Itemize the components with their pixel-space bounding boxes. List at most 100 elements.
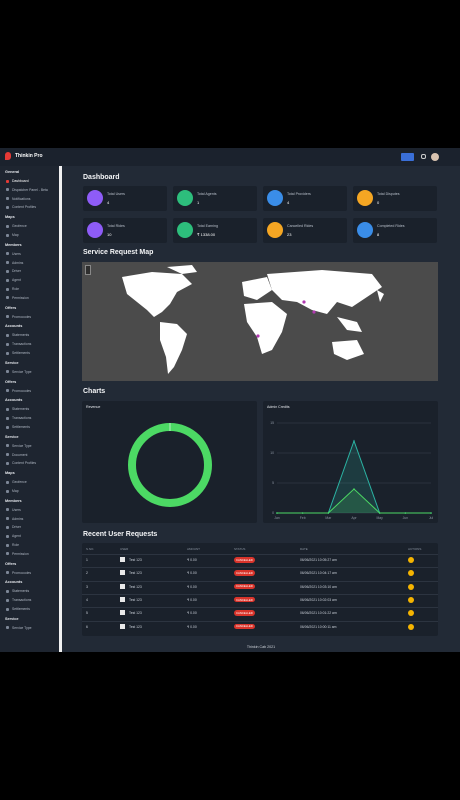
map-marker[interactable]	[312, 310, 316, 314]
sidebar-item[interactable]: Permission	[12, 295, 29, 300]
table-cell: Test 123	[129, 597, 142, 602]
sidebar-icon	[6, 287, 9, 291]
sidebar-item[interactable]: Promocodes	[12, 314, 32, 319]
action-button[interactable]	[408, 596, 414, 603]
action-button[interactable]	[408, 557, 414, 563]
sidebar-item[interactable]: Map	[12, 233, 19, 237]
donut-segment	[128, 423, 212, 507]
avatar[interactable]	[431, 153, 439, 161]
sidebar-item[interactable]: Statements	[12, 589, 30, 594]
sidebar-icon	[6, 416, 9, 420]
sidebar-item[interactable]: Permission	[12, 551, 29, 556]
sidebar-item[interactable]: Role	[12, 543, 19, 547]
sidebar-icon	[6, 333, 9, 337]
map-marker[interactable]	[302, 300, 306, 304]
y-tick-label: 5	[272, 481, 274, 485]
sidebar-icon	[6, 444, 9, 448]
stat-card: Total Agents 1	[173, 186, 257, 211]
sidebar-icon	[6, 261, 9, 265]
sidebar-group: Service	[5, 434, 19, 439]
sidebar-item[interactable]: Statements	[12, 407, 30, 412]
sidebar-item[interactable]: Service Type	[12, 625, 32, 630]
stat-value: 8	[377, 232, 380, 237]
stat-icon	[87, 222, 103, 238]
sidebar-item[interactable]: Promocodes	[12, 388, 32, 393]
sidebar-item[interactable]: Settlements	[12, 351, 30, 355]
map	[82, 262, 438, 381]
table-cell: Test 123	[129, 611, 142, 616]
sidebar-item[interactable]: Content Profiles	[12, 461, 37, 466]
sidebar-item[interactable]: Agent	[12, 278, 21, 283]
x-tick-label: Jul	[429, 516, 434, 520]
action-button[interactable]	[408, 623, 414, 630]
sidebar-item[interactable]: Settlements	[12, 425, 30, 429]
sidebar-item[interactable]: Admins	[12, 260, 24, 265]
stat-label: Total Agents	[197, 192, 217, 196]
sidebar-item[interactable]: Transactions	[12, 342, 32, 347]
area	[277, 489, 431, 513]
brand: Thinkin Pro	[15, 153, 43, 159]
sidebar-item[interactable]: Transactions	[12, 416, 32, 421]
stat-value: 23	[287, 232, 292, 237]
section-title: Dashboard	[83, 174, 120, 181]
user-avatar	[120, 583, 125, 589]
table-cell: 06/06/2021 10:00:11 am	[300, 624, 337, 629]
sidebar-item[interactable]: Statements	[12, 333, 30, 338]
point	[404, 512, 407, 514]
table-cell: ₹ 0.00	[187, 624, 197, 629]
sidebar-icon	[6, 598, 9, 602]
status-badge: CANCELLED	[234, 583, 255, 590]
sidebar-item[interactable]: Dashboard	[12, 179, 29, 183]
sidebar-item[interactable]: Users	[12, 507, 21, 512]
table-cell: Test 123	[129, 624, 142, 629]
table-header: DATE	[300, 547, 308, 551]
sidebar-item[interactable]: Service Type	[12, 443, 32, 448]
sidebar-item[interactable]: Service Type	[12, 369, 32, 374]
stat-icon	[177, 190, 193, 206]
sidebar-item[interactable]: Notifications	[12, 196, 31, 201]
sidebar-group: Maps	[5, 471, 15, 476]
sidebar-group: Maps	[5, 215, 15, 220]
sidebar-icon	[6, 407, 9, 411]
stat-icon	[87, 190, 103, 206]
stat-card: Total Users 4	[83, 186, 167, 211]
sidebar-item[interactable]: Agent	[12, 534, 21, 539]
table-cell: 6	[86, 624, 88, 629]
sidebar-item[interactable]: Role	[12, 287, 19, 291]
action-button[interactable]	[401, 153, 414, 161]
logo	[5, 152, 11, 160]
sidebar-item[interactable]: Geofence	[12, 480, 27, 485]
row-divider	[82, 620, 438, 621]
zoom-control[interactable]	[85, 265, 91, 275]
sidebar-item[interactable]: Content Profiles	[12, 205, 37, 210]
map-marker[interactable]	[256, 334, 260, 338]
table-cell: ₹ 0.00	[187, 611, 197, 616]
sidebar-item[interactable]: Transactions	[12, 598, 32, 603]
stat-label: Completed Rides	[377, 224, 405, 228]
action-button[interactable]	[408, 610, 414, 617]
sidebar-item[interactable]: Dispatcher Panel - Beta	[12, 187, 48, 192]
search-icon[interactable]	[421, 154, 426, 159]
sidebar-item[interactable]: Promocodes	[12, 570, 32, 575]
sidebar-group: Accounts	[5, 398, 23, 403]
sidebar-icon	[6, 296, 9, 300]
chart-title: Revenue	[86, 405, 101, 409]
action-button[interactable]	[408, 570, 414, 577]
sidebar-item[interactable]: Users	[12, 251, 21, 256]
point	[327, 512, 330, 514]
sidebar-item[interactable]: Map	[12, 489, 19, 493]
section-title: Service Request Map	[83, 249, 154, 256]
table-cell: Test 123	[129, 584, 142, 589]
table-cell: 5	[86, 611, 88, 616]
sidebar-item[interactable]: Settlements	[12, 607, 30, 611]
sidebar-group: Service	[5, 616, 19, 621]
action-button[interactable]	[408, 583, 414, 590]
divider	[59, 166, 62, 652]
sidebar-item[interactable]: Geofence	[12, 224, 27, 229]
sidebar-item[interactable]: Document	[12, 452, 28, 457]
sidebar-item[interactable]: Admins	[12, 516, 24, 521]
y-tick-label: 0	[272, 511, 274, 515]
sidebar-item[interactable]: Driver	[12, 525, 22, 530]
sidebar-item[interactable]: Driver	[12, 269, 22, 274]
sidebar-group: Service	[5, 360, 19, 365]
